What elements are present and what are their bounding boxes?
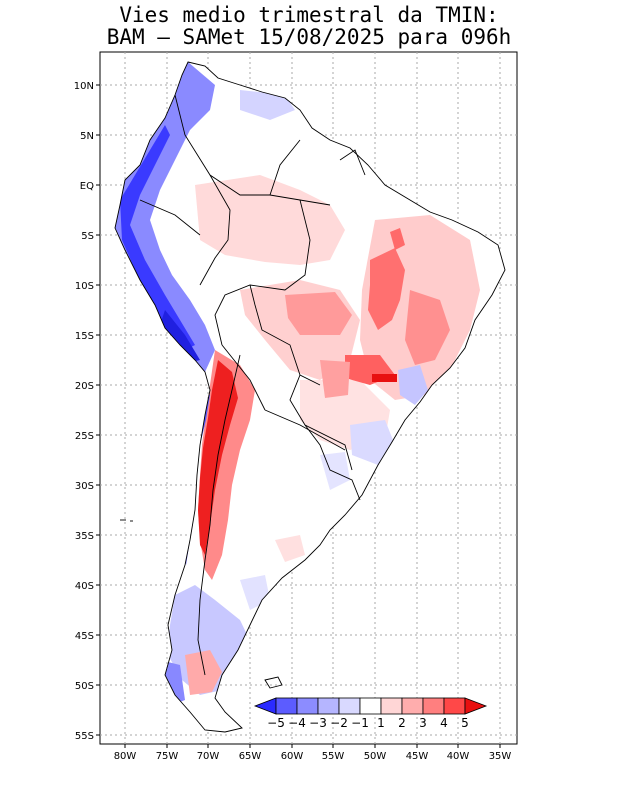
- svg-text:75W: 75W: [156, 751, 179, 762]
- lon-tick-label: 50W: [364, 744, 387, 762]
- colorbar-cell: [401, 697, 424, 715]
- colorbar-cell: [359, 697, 382, 715]
- svg-text:40S: 40S: [75, 581, 94, 592]
- colorbar-cell: [338, 697, 361, 715]
- latitude-axis: 10N 5N EQ 5S 10S 15S 20S 25S 30S 35S 40S…: [74, 81, 100, 742]
- lat-tick-label: 55S: [75, 731, 100, 742]
- colorbar-label: −1: [351, 716, 369, 730]
- svg-text:10N: 10N: [74, 81, 94, 92]
- title-line-1: Vies medio trimestral da TMIN:: [119, 3, 499, 27]
- lon-tick-label: 55W: [322, 744, 345, 762]
- colorbar: −5 −4 −3 −2 −1 1 2 3 4 5: [253, 697, 488, 730]
- svg-text:5S: 5S: [81, 231, 94, 242]
- lat-tick-label: 5S: [81, 231, 100, 242]
- svg-text:10S: 10S: [75, 281, 94, 292]
- lat-tick-label: 40S: [75, 581, 100, 592]
- lon-tick-label: 80W: [114, 744, 137, 762]
- lon-tick-label: 60W: [281, 744, 304, 762]
- colorbar-label: −5: [267, 716, 285, 730]
- svg-text:45W: 45W: [406, 751, 429, 762]
- svg-text:70W: 70W: [197, 751, 220, 762]
- svg-text:35W: 35W: [489, 751, 512, 762]
- lon-tick-label: 65W: [239, 744, 262, 762]
- colorbar-cell: [422, 697, 445, 715]
- svg-text:50W: 50W: [364, 751, 387, 762]
- svg-text:15S: 15S: [75, 331, 94, 342]
- lat-tick-label: 15S: [75, 331, 100, 342]
- lon-tick-label: 40W: [447, 744, 470, 762]
- lat-tick-label: 35S: [75, 531, 100, 542]
- colorbar-label: 5: [461, 716, 469, 730]
- lon-tick-label: 75W: [156, 744, 179, 762]
- svg-text:80W: 80W: [114, 751, 137, 762]
- lat-tick-label: 10N: [74, 81, 100, 92]
- lat-tick-label: 50S: [75, 681, 100, 692]
- country-borders: [114, 61, 506, 733]
- colorbar-cell: [296, 697, 319, 715]
- title-line-2: BAM – SAMet 15/08/2025 para 096h: [106, 25, 512, 49]
- colorbar-arrow-high: [464, 697, 488, 715]
- colorbar-label: 1: [377, 716, 385, 730]
- longitude-axis: 80W 75W 70W 65W 60W 55W 50W 45W 40W 35W: [114, 744, 512, 762]
- colorbar-cell: [443, 697, 466, 715]
- svg-text:50S: 50S: [75, 681, 94, 692]
- svg-text:20S: 20S: [75, 381, 94, 392]
- svg-text:55W: 55W: [322, 751, 345, 762]
- colorbar-cell: [275, 697, 298, 715]
- svg-text:25S: 25S: [75, 431, 94, 442]
- lon-tick-label: 70W: [197, 744, 220, 762]
- lat-tick-label: 10S: [75, 281, 100, 292]
- lon-tick-label: 45W: [406, 744, 429, 762]
- lat-tick-label: 25S: [75, 431, 100, 442]
- colorbar-cell: [380, 697, 403, 715]
- colorbar-label: 3: [419, 716, 427, 730]
- colorbar-cell: [317, 697, 340, 715]
- svg-text:65W: 65W: [239, 751, 262, 762]
- lat-tick-label: 5N: [80, 131, 100, 142]
- colorbar-label: −3: [309, 716, 327, 730]
- lat-tick-label: EQ: [80, 181, 100, 192]
- svg-text:EQ: EQ: [80, 181, 94, 192]
- svg-text:55S: 55S: [75, 731, 94, 742]
- colorbar-label: −4: [288, 716, 306, 730]
- lat-tick-label: 45S: [75, 631, 100, 642]
- svg-text:45S: 45S: [75, 631, 94, 642]
- islands: [120, 519, 283, 689]
- svg-text:5N: 5N: [80, 131, 94, 142]
- colorbar-label: 4: [440, 716, 448, 730]
- svg-text:30S: 30S: [75, 481, 94, 492]
- lat-tick-label: 20S: [75, 381, 100, 392]
- svg-text:60W: 60W: [281, 751, 304, 762]
- svg-text:40W: 40W: [447, 751, 470, 762]
- colorbar-label: −2: [330, 716, 348, 730]
- lat-tick-label: 30S: [75, 481, 100, 492]
- svg-text:35S: 35S: [75, 531, 94, 542]
- lon-tick-label: 35W: [489, 744, 512, 762]
- colorbar-label: 2: [398, 716, 406, 730]
